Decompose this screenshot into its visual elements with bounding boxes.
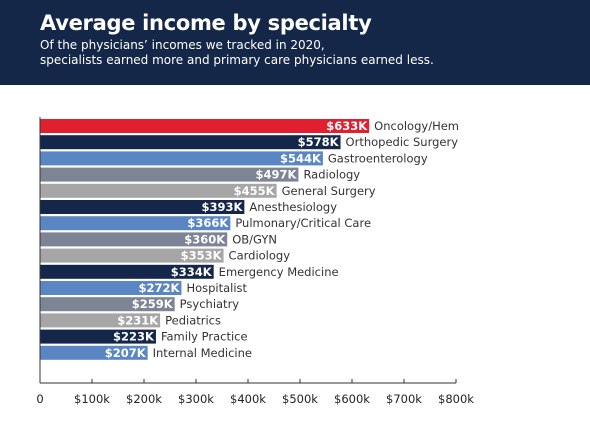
bar-category-label-5: Anesthesiology bbox=[249, 200, 337, 214]
x-tick-label-3: $300k bbox=[178, 392, 214, 406]
bar-value-label-4: $455K bbox=[234, 184, 276, 198]
bar-0 bbox=[40, 119, 370, 133]
x-tick-label-7: $700k bbox=[386, 392, 422, 406]
bar-value-label-8: $353K bbox=[181, 249, 223, 263]
bar-category-label-11: Psychiatry bbox=[180, 297, 240, 311]
x-tick-label-5: $500k bbox=[282, 392, 318, 406]
bar-category-label-12: Pediatrics bbox=[165, 313, 221, 327]
bar-value-label-3: $497K bbox=[256, 168, 298, 182]
bar-6 bbox=[40, 216, 231, 231]
bars-group: $633K Oncology/Hem $578K Orthopedic Surgery… bbox=[40, 119, 459, 360]
bar-value-label-2: $544K bbox=[280, 151, 322, 165]
bar-category-label-4: General Surgery bbox=[282, 184, 376, 198]
bar-category-label-0: Oncology/Hem bbox=[374, 119, 459, 133]
bar-7 bbox=[40, 232, 228, 247]
bar-value-label-7: $360K bbox=[184, 232, 226, 246]
bar-chart: $633K Oncology/Hem $578K Orthopedic Surgery… bbox=[36, 117, 474, 406]
bar-8 bbox=[40, 248, 224, 263]
bar-value-label-0: $633K bbox=[326, 119, 368, 133]
bar-value-label-10: $272K bbox=[139, 281, 181, 295]
bar-value-label-11: $259K bbox=[132, 297, 174, 311]
bar-category-label-9: Emergency Medicine bbox=[219, 265, 339, 279]
bar-10 bbox=[40, 281, 182, 295]
bar-category-label-13: Family Practice bbox=[161, 330, 248, 344]
bar-12 bbox=[40, 313, 161, 328]
bar-category-label-14: Internal Medicine bbox=[153, 346, 252, 360]
chart-title: Average income by specialty bbox=[40, 11, 372, 35]
bar-category-label-6: Pulmonary/Critical Care bbox=[235, 216, 371, 230]
bar-category-label-3: Radiology bbox=[303, 168, 360, 182]
bar-category-label-8: Cardiology bbox=[229, 249, 291, 263]
bar-13 bbox=[40, 329, 156, 344]
bar-value-label-6: $366K bbox=[187, 216, 229, 230]
bar-1 bbox=[40, 135, 341, 150]
bar-category-label-1: Orthopedic Surgery bbox=[346, 135, 459, 149]
bar-value-label-1: $578K bbox=[298, 135, 340, 149]
bar-category-label-2: Gastroenterology bbox=[328, 151, 428, 165]
bar-category-label-10: Hospitalist bbox=[186, 281, 247, 295]
bar-value-label-12: $231K bbox=[117, 313, 159, 327]
x-tick-label-4: $400k bbox=[230, 392, 266, 406]
bar-2 bbox=[40, 151, 323, 166]
x-tick-label-2: $200k bbox=[126, 392, 162, 406]
x-axis-ticks: 0 $100k $200k $300k $400k $500k $600k $700k $800… bbox=[36, 379, 474, 406]
bar-3 bbox=[40, 167, 299, 182]
bar-value-label-14: $207K bbox=[105, 346, 147, 360]
bar-value-label-13: $223K bbox=[113, 330, 155, 344]
bar-9 bbox=[40, 264, 214, 279]
subtitle-line-1: Of the physicians’ incomes we tracked in… bbox=[40, 38, 325, 52]
x-tick-label-1: $100k bbox=[74, 392, 110, 406]
bar-11 bbox=[40, 297, 175, 312]
bar-value-label-5: $393K bbox=[201, 200, 243, 214]
bar-5 bbox=[40, 200, 245, 214]
bar-4 bbox=[40, 183, 277, 198]
bar-category-label-7: OB/GYN bbox=[232, 232, 277, 246]
bar-14 bbox=[40, 345, 148, 360]
x-tick-label-6: $600k bbox=[334, 392, 370, 406]
subtitle-line-2: specialists earned more and primary care… bbox=[40, 53, 434, 67]
header-banner: Average income by specialty Of the physi… bbox=[0, 0, 590, 85]
bar-value-label-9: $334K bbox=[171, 265, 213, 279]
x-tick-label-8: $800k bbox=[438, 392, 474, 406]
x-tick-label-0: 0 bbox=[36, 392, 43, 406]
chart-subtitle: Of the physicians’ incomes we tracked in… bbox=[40, 38, 580, 68]
